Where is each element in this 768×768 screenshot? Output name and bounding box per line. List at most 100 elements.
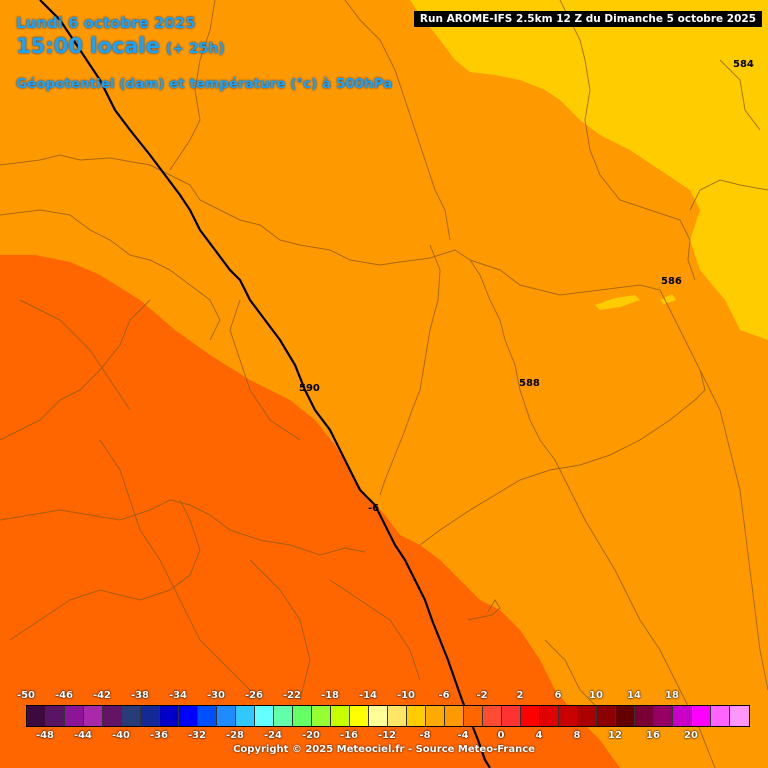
legend-tick-bottom: -12 <box>377 730 397 741</box>
legend-tick-top: -46 <box>54 690 74 701</box>
legend-swatch <box>103 706 122 726</box>
legend-tick-bottom: 4 <box>535 730 543 741</box>
legend-tick-top: 6 <box>554 690 562 701</box>
legend-swatch <box>711 706 730 726</box>
legend-swatch <box>27 706 46 726</box>
forecast-lead-time: (+ 25h) <box>165 41 225 57</box>
svg-text:586: 586 <box>661 276 682 287</box>
legend-tick-bottom: -32 <box>187 730 207 741</box>
legend-swatch <box>407 706 426 726</box>
legend-tick-top: -18 <box>320 690 340 701</box>
legend-swatch <box>46 706 65 726</box>
svg-text:588: 588 <box>519 378 540 389</box>
legend-swatch <box>464 706 483 726</box>
legend-tick-bottom: -28 <box>225 730 245 741</box>
legend-tick-bottom: -48 <box>35 730 55 741</box>
forecast-date: Lundi 6 octobre 2025 <box>16 14 196 32</box>
legend-swatch <box>160 706 179 726</box>
legend-tick-top: 18 <box>665 690 679 701</box>
legend-swatch <box>312 706 331 726</box>
legend-swatch <box>388 706 407 726</box>
legend-swatch <box>122 706 141 726</box>
svg-text:590: 590 <box>299 383 320 394</box>
legend-tick-top: -50 <box>16 690 36 701</box>
legend-swatch <box>179 706 198 726</box>
contour-label-586: 586 <box>661 276 682 287</box>
legend-swatch <box>597 706 616 726</box>
legend-tick-top: -14 <box>358 690 378 701</box>
legend-tick-top: 2 <box>516 690 524 701</box>
contour-590 <box>39 0 491 768</box>
legend-tick-top: -26 <box>244 690 264 701</box>
contour-label-588: 588 <box>519 378 540 389</box>
legend-swatch <box>350 706 369 726</box>
legend-swatch <box>521 706 540 726</box>
legend-tick-top: 14 <box>627 690 641 701</box>
legend-tick-bottom: -44 <box>73 730 93 741</box>
legend-tick-bottom: -16 <box>339 730 359 741</box>
legend-swatch <box>84 706 103 726</box>
legend-swatch <box>578 706 597 726</box>
legend-swatch <box>141 706 160 726</box>
legend-tick-bottom: -20 <box>301 730 321 741</box>
legend-swatch <box>198 706 217 726</box>
legend-tick-bottom: -24 <box>263 730 283 741</box>
run-info-box: Run AROME-IFS 2.5km 12 Z du Dimanche 5 o… <box>413 11 762 27</box>
forecast-time: 15:00 locale (+ 25h) <box>16 34 225 58</box>
variable-description: Géopotentiel (dam) et température (°c) à… <box>16 76 393 92</box>
legend-swatch <box>730 706 749 726</box>
legend-swatch <box>692 706 711 726</box>
legend-swatch <box>616 706 635 726</box>
legend-tick-top: -22 <box>282 690 302 701</box>
legend-swatch <box>673 706 692 726</box>
legend-swatch <box>426 706 445 726</box>
legend-tick-bottom: -40 <box>111 730 131 741</box>
legend-swatch <box>236 706 255 726</box>
legend-tick-bottom: 12 <box>608 730 622 741</box>
contour-label-590: 590 <box>299 383 320 394</box>
legend-swatch <box>217 706 236 726</box>
legend-tick-bottom: 8 <box>573 730 581 741</box>
legend-tick-bottom: -8 <box>419 730 431 741</box>
temperature-color-scale <box>26 705 750 727</box>
legend-top-ticks: -50 -46 -42 -38 -34 -30 -26 -22 -18 -14 -10 -6 -2 2 6 1… <box>0 690 768 704</box>
svg-text:-6: -6 <box>368 503 379 514</box>
legend-tick-bottom: 16 <box>646 730 660 741</box>
legend-swatch <box>274 706 293 726</box>
legend-tick-bottom: 0 <box>497 730 505 741</box>
legend-tick-top: -42 <box>92 690 112 701</box>
legend-swatch <box>559 706 578 726</box>
geopotential-contours <box>39 0 491 768</box>
legend-tick-top: -10 <box>396 690 416 701</box>
temperature-zone-minus-8 <box>410 0 768 340</box>
legend-swatch <box>445 706 464 726</box>
legend-swatch <box>635 706 654 726</box>
legend-swatch <box>293 706 312 726</box>
legend-tick-top: -30 <box>206 690 226 701</box>
legend-tick-top: -34 <box>168 690 188 701</box>
legend-tick-bottom: 20 <box>684 730 698 741</box>
legend-swatch <box>654 706 673 726</box>
legend-swatch <box>255 706 274 726</box>
legend-swatch <box>65 706 84 726</box>
contour-label-584: 584 <box>733 59 754 70</box>
temperature-zone-minus-8-patch <box>595 295 640 310</box>
legend-tick-bottom: -36 <box>149 730 169 741</box>
copyright-notice: Copyright © 2025 Meteociel.fr - Source M… <box>233 744 535 755</box>
temperature-zone-minus-8-patch-2 <box>660 294 676 304</box>
legend-swatch <box>502 706 521 726</box>
legend-swatch <box>483 706 502 726</box>
legend-tick-bottom: -4 <box>457 730 469 741</box>
legend-tick-top: -38 <box>130 690 150 701</box>
legend-swatch <box>331 706 350 726</box>
legend-tick-top: -2 <box>476 690 488 701</box>
svg-text:584: 584 <box>733 59 754 70</box>
legend-swatch <box>540 706 559 726</box>
forecast-local-time: 15:00 locale <box>16 34 160 58</box>
legend-tick-top: -6 <box>438 690 450 701</box>
legend-tick-top: 10 <box>589 690 603 701</box>
temperature-zone-minus-4 <box>0 255 620 768</box>
contour-label-minus-6: -6 <box>368 503 379 514</box>
